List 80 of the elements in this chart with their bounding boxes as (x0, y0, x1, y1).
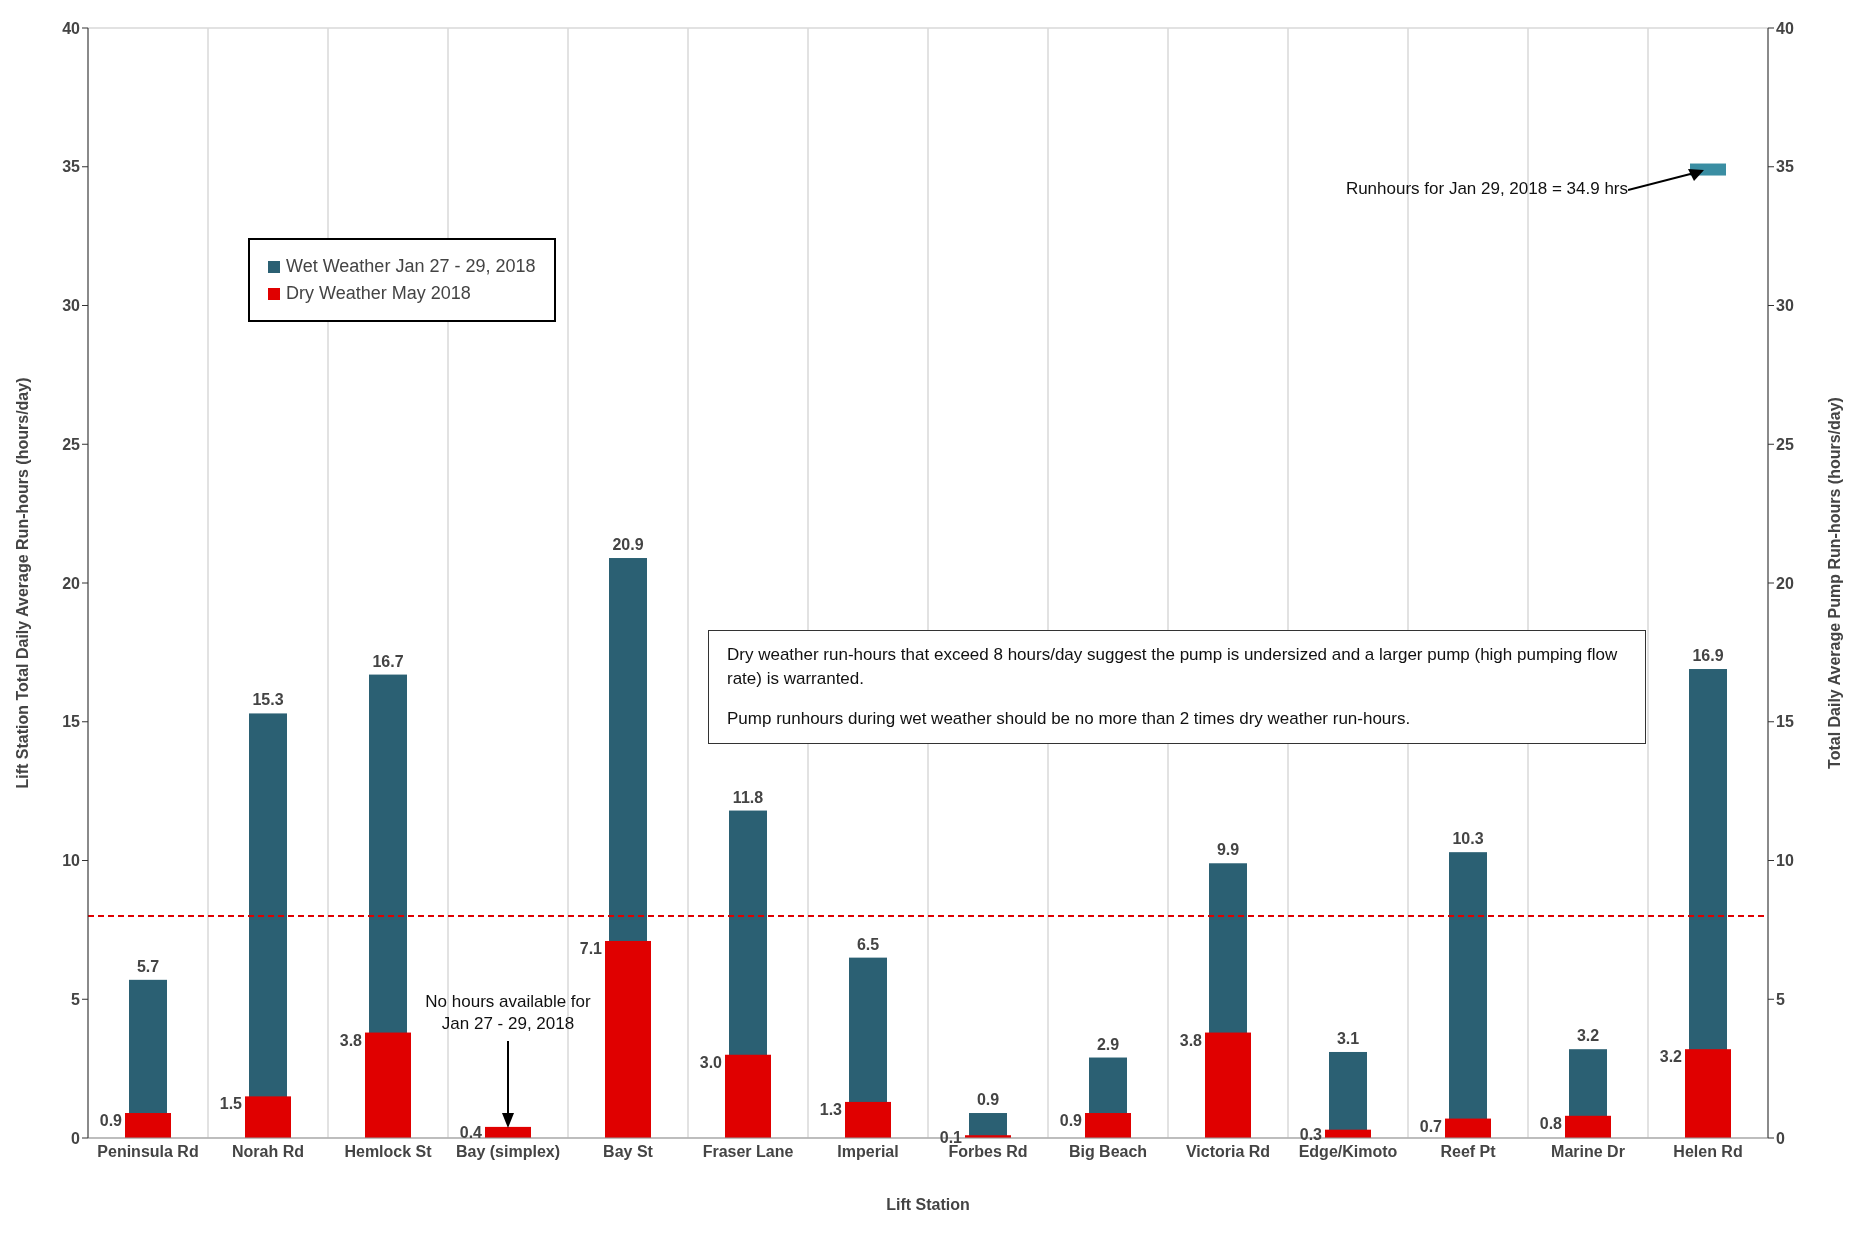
y-tick-label: 0 (71, 1129, 81, 1147)
x-tick-label: Imperial (837, 1143, 899, 1161)
legend-label: Wet Weather Jan 27 - 29, 2018 (286, 256, 536, 277)
data-label: 15.3 (252, 691, 284, 709)
y-tick-label: 20 (62, 574, 81, 592)
legend-label: Dry Weather May 2018 (286, 283, 471, 304)
data-label: 2.9 (1096, 1035, 1120, 1053)
bar (245, 1096, 291, 1138)
x-tick-label: Big Beach (1068, 1143, 1148, 1161)
bar (725, 1054, 771, 1138)
x-axis-title: Lift Station (886, 1196, 970, 1213)
x-tick-label: Norah Rd (232, 1143, 304, 1161)
data-label: 0.3 (1299, 1125, 1323, 1143)
data-label: 3.2 (1659, 1048, 1683, 1066)
x-tick-label: Reef Pt (1440, 1143, 1497, 1161)
y2-tick-label: 25 (1776, 435, 1794, 453)
data-label: 11.8 (732, 788, 764, 806)
y-tick-label: 40 (62, 19, 81, 37)
data-label: 3.2 (1576, 1027, 1600, 1045)
x-tick-label: Edge/Kimoto (1298, 1143, 1398, 1161)
x-tick-label: Bay (simplex) (455, 1143, 561, 1161)
bar (125, 1113, 171, 1138)
y2-tick-label: 15 (1776, 713, 1794, 731)
x-tick-label: Hemlock St (344, 1143, 433, 1161)
y2-tick-label: 30 (1776, 297, 1794, 315)
data-label: 0.9 (99, 1112, 123, 1130)
y-tick-label: 25 (62, 435, 81, 453)
x-tick-label: Helen Rd (1673, 1143, 1743, 1161)
data-label: 0.9 (1059, 1112, 1083, 1130)
annotation: Runhours for Jan 29, 2018 = 34.9 hrs (1344, 178, 1628, 199)
bar (1565, 1115, 1611, 1138)
y2-tick-label: 40 (1776, 19, 1794, 37)
bar (845, 1101, 891, 1138)
data-label: 16.7 (372, 652, 404, 670)
annotation: Dry weather run-hours that exceed 8 hours/day suggest the pump is undersized and a larger pump (high pumping flow rate) is warranted. (727, 644, 1619, 690)
data-label: 9.9 (1216, 841, 1240, 859)
y2-tick-label: 10 (1776, 852, 1794, 870)
data-label: 3.8 (339, 1031, 363, 1049)
annotation: Pump runhours during wet weather should be no more than 2 times dry weather run-hours. (727, 707, 1412, 730)
data-label: 1.5 (219, 1095, 243, 1113)
data-label: 6.5 (856, 935, 880, 953)
x-tick-label: Peninsula Rd (97, 1143, 199, 1161)
y-tick-label: 30 (62, 297, 81, 315)
y2-tick-label: 0 (1776, 1129, 1785, 1147)
data-label: 0.7 (1419, 1117, 1443, 1135)
data-label: 20.9 (612, 536, 644, 554)
bar (485, 1126, 531, 1138)
annotation: No hours available for Jan 27 - 29, 2018 (424, 990, 592, 1035)
bar (1085, 1113, 1131, 1138)
y-tick-label: 5 (71, 990, 81, 1008)
y-axis-title: Lift Station Total Daily Average Run-hours (hours/day) (13, 377, 31, 789)
data-label: 0.8 (1539, 1114, 1563, 1132)
data-label: 16.9 (1692, 647, 1724, 665)
data-label: 5.7 (136, 957, 160, 975)
x-tick-label: Victoria Rd (1185, 1143, 1271, 1161)
bar (1205, 1032, 1251, 1138)
data-label: 0.1 (939, 1128, 963, 1146)
y2-tick-label: 35 (1776, 158, 1794, 176)
x-tick-label: Forbes Rd (948, 1143, 1028, 1161)
bar (365, 1032, 411, 1138)
bar (605, 940, 651, 1138)
y-tick-label: 10 (62, 852, 81, 870)
bar (1685, 1049, 1731, 1138)
x-tick-label: Fraser Lane (702, 1143, 794, 1161)
data-label: 3.1 (1336, 1029, 1360, 1047)
x-tick-label: Marine Dr (1551, 1143, 1625, 1161)
bar (1445, 1118, 1491, 1138)
y2-axis-title: Total Daily Average Pump Run-hours (hours/day) (1825, 397, 1843, 769)
data-label: 3.0 (699, 1053, 723, 1071)
data-label: 0.4 (459, 1124, 483, 1142)
y2-tick-label: 5 (1776, 990, 1785, 1008)
y2-tick-label: 20 (1776, 574, 1794, 592)
data-label: 1.3 (819, 1100, 843, 1118)
data-label: 10.3 (1452, 830, 1484, 848)
data-label: 0.9 (976, 1091, 1000, 1109)
y-tick-label: 35 (62, 158, 81, 176)
x-tick-label: Bay St (603, 1143, 654, 1161)
data-label: 3.8 (1179, 1031, 1203, 1049)
y-tick-label: 15 (62, 713, 81, 731)
data-label: 7.1 (579, 939, 603, 957)
